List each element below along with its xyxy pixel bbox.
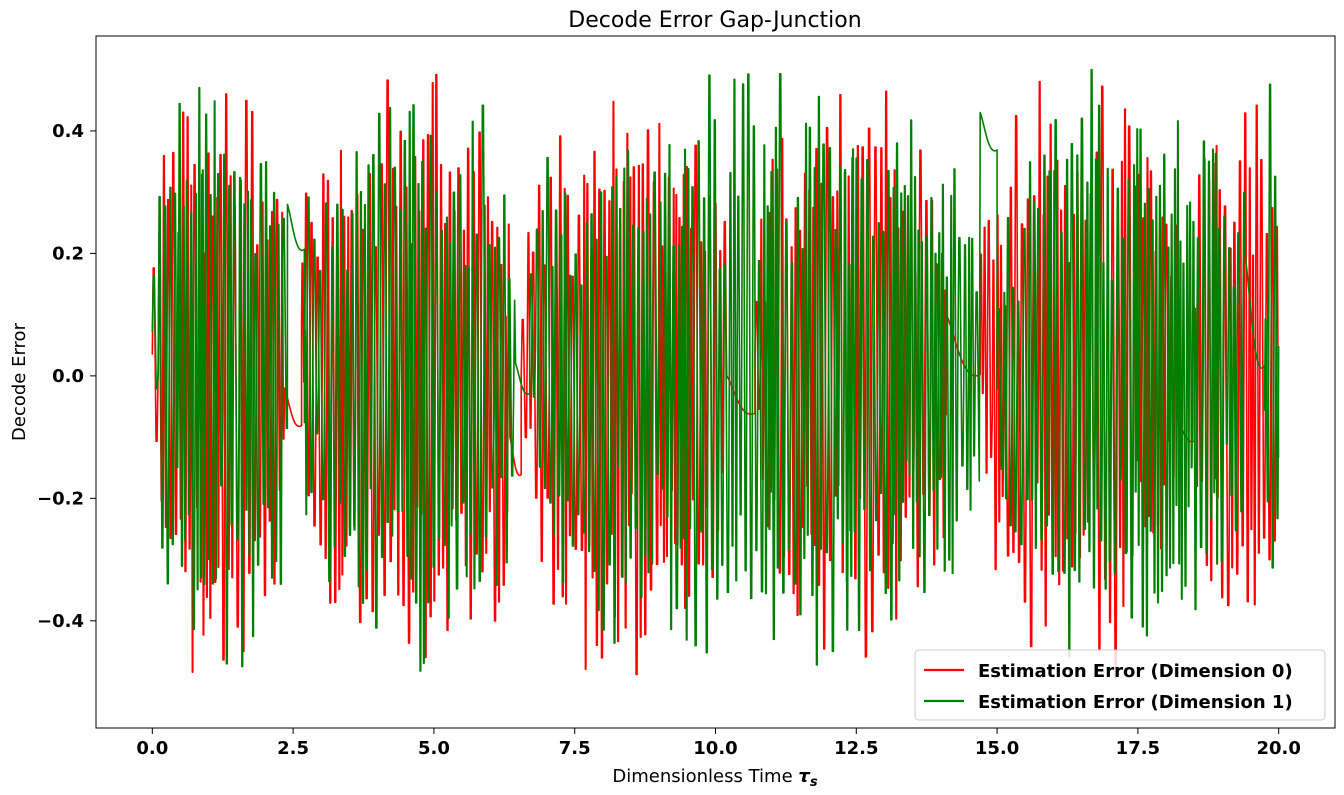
x-axis-label-text: Dimensionless Time — [612, 766, 792, 787]
legend-label-dimension-1: Estimation Error (Dimension 1) — [978, 692, 1293, 713]
x-tick-label: 15.0 — [975, 738, 1019, 759]
x-tick-label: 7.5 — [559, 738, 591, 759]
legend: Estimation Error (Dimension 0) Estimatio… — [914, 649, 1326, 721]
x-axis-ticks: 0.0 2.5 5.0 7.5 10.0 12.5 15.0 17.5 20.0 — [136, 728, 1301, 759]
legend-label-dimension-0: Estimation Error (Dimension 0) — [978, 661, 1293, 682]
x-axis-label-subscript: s — [810, 775, 818, 790]
x-axis-label: Dimensionless Time τs — [612, 766, 818, 790]
x-tick-label: 17.5 — [1116, 738, 1160, 759]
series-line-dimension-1 — [151, 68, 1280, 672]
series-layer — [151, 68, 1280, 679]
x-tick-label: 12.5 — [834, 738, 878, 759]
x-tick-label: 20.0 — [1256, 738, 1300, 759]
y-tick-label: 0.4 — [52, 121, 84, 142]
x-tick-label: 10.0 — [693, 738, 737, 759]
legend-box — [914, 649, 1326, 721]
y-axis-ticks: −0.4 −0.2 0.0 0.2 0.4 — [37, 121, 96, 632]
x-tick-label: 0.0 — [136, 738, 168, 759]
x-tick-label: 2.5 — [277, 738, 309, 759]
y-tick-label: 0.0 — [52, 366, 84, 387]
y-tick-label: −0.4 — [37, 611, 84, 632]
x-axis-label-symbol: τ — [798, 766, 810, 787]
y-axis-label: Decode Error — [9, 322, 30, 441]
y-tick-label: −0.2 — [37, 488, 84, 509]
y-tick-label: 0.2 — [52, 243, 84, 264]
x-tick-label: 5.0 — [418, 738, 450, 759]
chart-title: Decode Error Gap-Junction — [568, 8, 861, 33]
